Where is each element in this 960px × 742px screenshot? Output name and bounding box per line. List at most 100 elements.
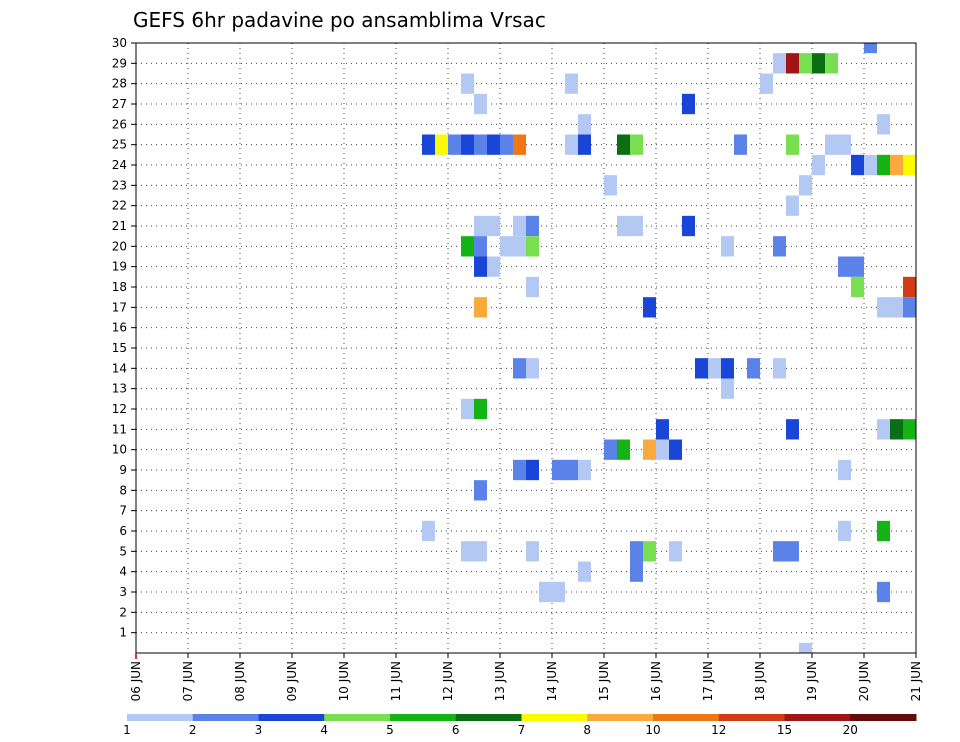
precip-cell — [565, 73, 578, 94]
colorbar-label: 8 — [583, 723, 591, 737]
precip-cell — [643, 541, 656, 562]
y-tick-label: 26 — [112, 117, 127, 131]
precip-cell — [578, 561, 591, 582]
precip-cell — [799, 53, 812, 74]
precip-cell — [565, 134, 578, 155]
precip-cell — [682, 93, 695, 115]
precip-cell — [890, 297, 903, 318]
precip-cell — [877, 114, 890, 135]
precip-cell — [461, 398, 474, 420]
precip-cell — [630, 561, 643, 582]
colorbar-label: 20 — [843, 723, 858, 737]
x-tick-label: 10 JUN — [337, 661, 351, 701]
precip-cell — [825, 134, 838, 155]
colorbar-segment — [390, 714, 457, 721]
precip-cell — [552, 581, 565, 603]
colorbar-label: 6 — [452, 723, 460, 737]
precip-cell — [474, 134, 487, 155]
precip-cell — [513, 358, 526, 379]
precip-cell — [500, 236, 513, 257]
precip-cell — [630, 134, 643, 155]
y-tick-label: 21 — [112, 219, 127, 233]
precip-cell — [760, 73, 773, 94]
precip-cell — [500, 134, 513, 155]
precip-cell — [838, 256, 851, 277]
y-tick-label: 6 — [119, 524, 127, 538]
y-tick-label: 4 — [119, 565, 127, 579]
colorbar-label: 1 — [123, 723, 131, 737]
colorbar-segment — [258, 714, 325, 721]
precip-cell — [513, 236, 526, 257]
y-tick-label: 28 — [112, 77, 127, 91]
precip-cell — [643, 439, 656, 460]
precip-cell — [851, 276, 864, 298]
precip-cell — [422, 134, 435, 155]
colorbar-segment — [587, 714, 654, 721]
x-tick-label: 06 JUN — [129, 661, 143, 701]
precip-cell — [578, 134, 591, 155]
colorbar-segment — [127, 714, 194, 721]
precip-cell — [721, 358, 734, 379]
precip-cell — [448, 134, 461, 155]
y-tick-label: 11 — [112, 422, 127, 436]
precip-cell — [903, 154, 916, 176]
precip-cell — [474, 541, 487, 562]
x-tick-label: 12 JUN — [441, 661, 455, 701]
precip-cell — [604, 439, 617, 460]
y-tick-label: 18 — [112, 280, 127, 294]
precip-cell — [786, 195, 799, 216]
precip-cell — [734, 134, 747, 155]
precip-cell — [812, 154, 825, 176]
precip-cell — [617, 215, 630, 237]
x-tick-label: 07 JUN — [181, 661, 195, 701]
precip-cell — [864, 43, 877, 54]
precip-cell — [838, 134, 851, 155]
x-axis-ticks: 06 JUN 07 JUN 08 JUN 09 JUN 10 JUN 11 JUN 12 J… — [129, 653, 923, 701]
y-tick-label: 10 — [112, 443, 127, 457]
precip-cell — [708, 358, 721, 379]
precip-cell — [799, 642, 812, 653]
precip-cell — [552, 459, 565, 481]
colorbar-segment — [850, 714, 917, 721]
y-tick-label: 5 — [119, 544, 127, 558]
precip-cell — [903, 276, 916, 298]
y-tick-label: 1 — [119, 626, 127, 640]
y-tick-label: 22 — [112, 199, 127, 213]
y-tick-label: 25 — [112, 138, 127, 152]
x-tick-label: 19 JUN — [805, 661, 819, 701]
y-tick-label: 14 — [112, 361, 127, 375]
precip-cell — [747, 358, 760, 379]
precip-cell — [513, 459, 526, 481]
precip-cell — [526, 276, 539, 298]
colorbar-label: 3 — [255, 723, 263, 737]
precip-cell — [578, 114, 591, 135]
x-tick-label: 18 JUN — [753, 661, 767, 701]
precip-cell — [721, 236, 734, 257]
precip-cell — [474, 398, 487, 420]
precip-cell — [773, 236, 786, 257]
precip-cell — [604, 175, 617, 196]
precip-cell — [656, 439, 669, 460]
colorbar-segment — [653, 714, 720, 721]
colorbar-segment — [455, 714, 522, 721]
precip-cell — [669, 439, 682, 460]
precip-cell — [474, 297, 487, 318]
precip-cell — [474, 93, 487, 115]
precip-cell — [435, 134, 448, 155]
precip-cell — [487, 215, 500, 237]
precip-cell — [877, 297, 890, 318]
x-tick-label: 11 JUN — [389, 661, 403, 701]
colorbar-segment — [324, 714, 391, 721]
y-tick-label: 2 — [119, 605, 127, 619]
precip-cell — [526, 215, 539, 237]
precip-cell — [851, 256, 864, 277]
precip-cell — [578, 459, 591, 481]
precip-cell — [656, 419, 669, 440]
precip-cell — [851, 154, 864, 176]
y-tick-label: 12 — [112, 402, 127, 416]
precip-cell — [877, 581, 890, 603]
precip-cell — [799, 175, 812, 196]
precip-cell — [877, 419, 890, 440]
y-tick-label: 24 — [112, 158, 127, 172]
precip-cell — [461, 134, 474, 155]
